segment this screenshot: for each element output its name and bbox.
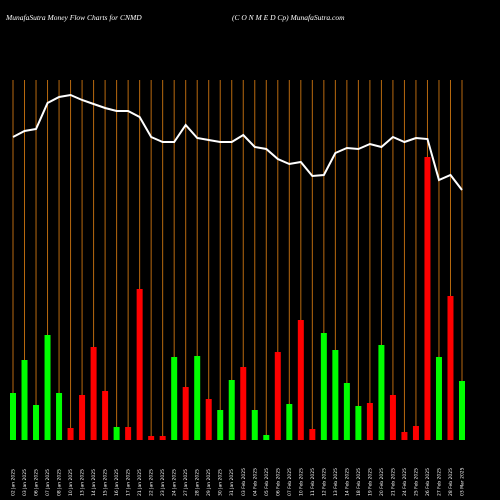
bar [297,320,304,440]
x-tick-label: 05 Feb 2025 [264,468,270,496]
x-tick-label: 22 Jan 2025 [149,469,155,496]
x-tick-label: 31 Jan 2025 [229,469,235,496]
x-tick-label: 11 Feb 2025 [310,468,316,496]
bar [159,436,166,440]
x-tick-label: 08 Jan 2025 [57,469,63,496]
x-tick-label: 13 Feb 2025 [333,468,339,496]
x-tick-label: 03 Jan 2025 [22,469,28,496]
x-tick-label: 30 Jan 2025 [218,469,224,496]
bar [401,432,408,440]
x-tick-label: 10 Feb 2025 [298,468,304,496]
bar [67,428,74,440]
bar [10,393,16,440]
x-tick-label: 14 Feb 2025 [344,468,350,496]
bar [378,345,385,440]
x-tick-label: 16 Jan 2025 [114,469,120,496]
x-tick-label: 14 Jan 2025 [91,469,97,496]
money-flow-line [12,93,463,191]
x-tick-label: 28 Jan 2025 [195,469,201,496]
bar [148,436,155,440]
bar [274,352,281,440]
bar [125,427,132,440]
x-tick-label: 10 Jan 2025 [68,469,74,496]
bar [263,435,270,440]
bar [56,393,63,440]
bar [171,357,178,440]
bar [44,335,51,440]
bar [21,360,28,440]
x-tick-label: 24 Feb 2025 [402,468,408,496]
x-tick-label: 20 Feb 2025 [379,468,385,496]
bar [343,383,350,440]
bar [286,404,293,440]
x-tick-label: 18 Feb 2025 [356,468,362,496]
x-tick-label: 25 Feb 2025 [413,468,419,496]
chart-subtitle: (C O N M E D Cp) MunafaSutra.com [232,13,345,22]
x-tick-label: 29 Jan 2025 [206,469,212,496]
x-tick-label: 02 Jan 2025 [11,469,17,496]
bar [412,426,419,440]
bar [424,157,431,440]
bar [389,395,396,440]
bar [136,289,143,440]
x-tick-label: 15 Jan 2025 [103,469,109,496]
bar [217,410,224,440]
x-tick-label: 27 Jan 2025 [183,469,189,496]
x-tick-label: 07 Jan 2025 [45,469,51,496]
x-tick-label: 12 Feb 2025 [321,468,327,496]
bar [205,399,212,440]
bar [366,403,373,440]
bar [228,380,235,440]
x-tick-label: 23 Jan 2025 [160,469,166,496]
x-tick-label: 19 Feb 2025 [367,468,373,496]
x-tick-label: 24 Jan 2025 [172,469,178,496]
x-tick-label: 07 Feb 2025 [287,468,293,496]
bar [447,296,454,440]
bar [251,410,258,440]
bar [459,381,465,440]
x-tick-label: 06 Jan 2025 [34,469,40,496]
x-tick-label: 04 Feb 2025 [252,468,258,496]
bar [240,367,247,440]
x-tick-label: 21 Feb 2025 [390,468,396,496]
bar [194,356,201,440]
x-tick-label: 21 Jan 2025 [137,469,143,496]
x-tick-label: 03 Feb 2025 [241,468,247,496]
bar [113,427,120,440]
x-tick-label: 28 Feb 2025 [448,468,454,496]
x-tick-label: 06 Feb 2025 [275,468,281,496]
bar [355,406,362,440]
bar [182,387,189,440]
x-tick-label: 17 Jan 2025 [126,469,132,496]
bar [102,391,109,440]
chart-title: MunafaSutra Money Flow Charts for CNMD [5,13,142,22]
bar [435,357,442,440]
bar [332,350,339,440]
x-tick-label: 26 Feb 2025 [425,468,431,496]
bar [309,429,316,440]
bar [90,347,97,440]
bar [320,333,327,440]
x-tick-label: 27 Feb 2025 [436,468,442,496]
bar [79,395,86,440]
x-tick-label: 13 Jan 2025 [80,469,86,496]
bar [33,405,40,440]
x-tick-label: 03 Mar 2025 [460,467,466,496]
